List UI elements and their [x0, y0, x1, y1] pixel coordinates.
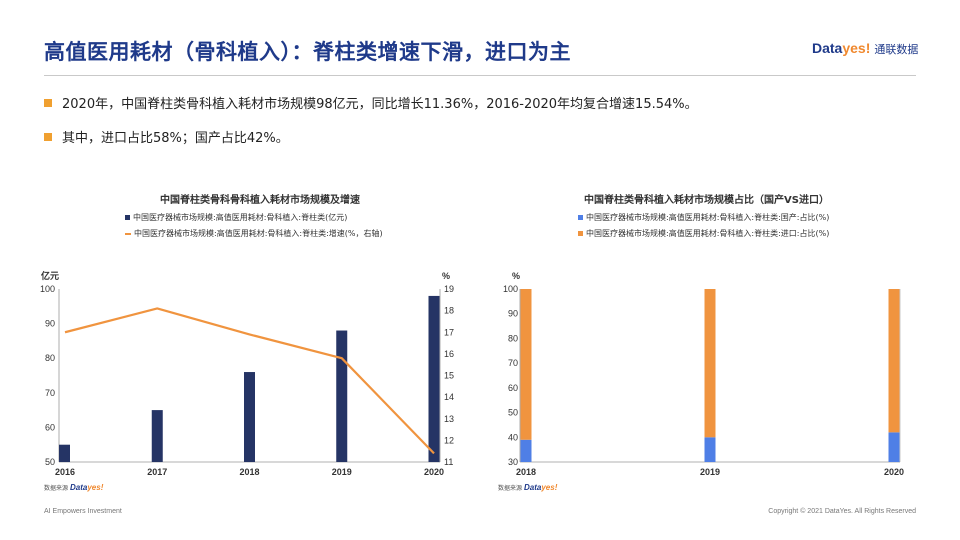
chart2-x-tick-label: 2020: [884, 467, 904, 477]
chart1-left-axis-unit: 亿元: [41, 270, 59, 281]
chart1-right-tick-label: 12: [444, 435, 454, 445]
chart1-source: 数据来源 Datayes!: [44, 483, 103, 492]
chart2-y-tick-label: 70: [508, 358, 518, 368]
source-label: 数据来源: [498, 485, 523, 492]
legend-label: 中国医疗器械市场规模:高值医用耗材:骨科植入:脊柱类:进口:占比(%): [586, 229, 830, 238]
chart1-x-tick-label: 2017: [147, 467, 167, 477]
chart2-bar-domestic: [888, 432, 900, 462]
chart2-y-tick-label: 80: [508, 333, 518, 343]
chart1-left-tick-label: 90: [45, 319, 55, 329]
source-brand: Datayes!: [524, 483, 557, 492]
chart1-title: 中国脊柱类骨科骨科植入耗材市场规模及增速: [160, 195, 360, 206]
chart1-legend-line: 中国医疗器械市场规模:高值医用耗材:骨科植入:脊柱类:增速(%，右轴): [125, 228, 383, 239]
chart1-right-tick-label: 19: [444, 284, 454, 294]
chart2-y-tick-label: 100: [503, 284, 518, 294]
chart1-right-tick-label: 16: [444, 349, 454, 359]
source-brand-accent: yes!: [87, 483, 104, 492]
chart1-left-tick-label: 50: [45, 457, 55, 467]
chart1-x-tick-label: 2018: [239, 467, 259, 477]
source-brand-accent: yes!: [541, 483, 558, 492]
chart1-right-tick-label: 15: [444, 371, 454, 381]
chart2-y-tick-label: 50: [508, 408, 518, 418]
legend-label: 中国医疗器械市场规模:高值医用耗材:骨科植入:脊柱类(亿元): [133, 213, 348, 222]
chart1-right-axis-unit: %: [442, 271, 450, 281]
chart2-bar-import: [704, 289, 716, 438]
source-label: 数据来源: [44, 485, 69, 492]
chart1-bar: [151, 410, 163, 462]
logo-brand: Datayes!: [812, 40, 870, 56]
bullet-text: 2020年，中国脊柱类骨科植入耗材市场规模98亿元，同比增长11.36%，201…: [62, 97, 698, 112]
legend-label: 中国医疗器械市场规模:高值医用耗材:骨科植入:脊柱类:国产:占比(%): [586, 213, 830, 222]
chart1-bar: [59, 444, 70, 462]
legend-square-icon: [125, 215, 130, 220]
bullet-square-icon: [44, 132, 52, 141]
chart1-bar: [336, 330, 348, 462]
chart1-left-tick-label: 70: [45, 388, 55, 398]
chart2-bar-import: [888, 289, 900, 433]
chart2-y-tick-label: 60: [508, 383, 518, 393]
legend-square-icon: [578, 215, 583, 220]
chart2-bar-domestic: [704, 437, 716, 462]
chart2-y-tick-label: 90: [508, 309, 518, 319]
chart2-bar-domestic: [520, 439, 532, 462]
chart1-left-tick-label: 60: [45, 422, 55, 432]
chart1-x-tick-label: 2019: [332, 467, 352, 477]
chart2-legend-import: 中国医疗器械市场规模:高值医用耗材:骨科植入:脊柱类:进口:占比(%): [578, 228, 829, 239]
logo-cn: 通联数据: [874, 43, 919, 56]
chart1-growth-line: [64, 307, 435, 455]
source-brand-main: Data: [524, 483, 542, 492]
source-brand-main: Data: [70, 483, 88, 492]
chart1-right-tick-label: 14: [444, 392, 454, 402]
chart1-right-tick-label: 13: [444, 414, 454, 424]
chart1-right-tick-label: 11: [444, 457, 453, 467]
datayes-logo: Datayes! 通联数据: [812, 40, 918, 57]
bullet-text: 其中，进口占比58%；国产占比42%。: [62, 131, 289, 146]
footer-tagline: AI Empowers Investment: [44, 508, 122, 515]
chart1-left-tick-label: 100: [40, 284, 55, 294]
chart1-x-tick-label: 2016: [55, 467, 75, 477]
source-brand: Datayes!: [70, 483, 103, 492]
bullet-item: 2020年，中国脊柱类骨科植入耗材市场规模98亿元，同比增长11.36%，201…: [44, 93, 698, 112]
bullet-item: 其中，进口占比58%；国产占比42%。: [44, 127, 289, 146]
chart1-right-tick-label: 18: [444, 306, 454, 316]
page-title: 高值医用耗材（骨科植入）：脊柱类增速下滑，进口为主: [44, 40, 571, 64]
chart1-bar: [428, 295, 440, 462]
footer-copyright: Copyright © 2021 DataYes. All Rights Res…: [768, 508, 916, 515]
chart1-right-tick-label: 17: [444, 327, 454, 337]
chart1-left-tick-label: 80: [45, 353, 55, 363]
bullet-square-icon: [44, 98, 52, 107]
chart1-bar: [244, 372, 255, 462]
chart1-legend-bar: 中国医疗器械市场规模:高值医用耗材:骨科植入:脊柱类(亿元): [125, 212, 347, 223]
title-divider: [44, 75, 916, 76]
legend-square-icon: [578, 231, 583, 236]
chart2-x-tick-label: 2019: [700, 467, 720, 477]
chart2-bar-import: [520, 289, 532, 440]
legend-line-icon: [125, 232, 131, 235]
logo-brand-main: Data: [812, 40, 843, 56]
logo-brand-accent: yes!: [842, 40, 871, 56]
chart2-source: 数据来源 Datayes!: [498, 483, 557, 492]
chart2-title: 中国脊柱类骨科植入耗材市场规模占比（国产VS进口）: [584, 195, 829, 206]
chart2-x-tick-label: 2018: [516, 467, 536, 477]
chart2-y-tick-label: 30: [508, 457, 518, 467]
chart2-y-tick-label: 40: [508, 432, 518, 442]
chart1-x-tick-label: 2020: [424, 467, 444, 477]
legend-label: 中国医疗器械市场规模:高值医用耗材:骨科植入:脊柱类:增速(%，右轴): [134, 229, 383, 238]
chart2-legend-domestic: 中国医疗器械市场规模:高值医用耗材:骨科植入:脊柱类:国产:占比(%): [578, 212, 829, 223]
chart2-axis-unit: %: [512, 271, 520, 281]
